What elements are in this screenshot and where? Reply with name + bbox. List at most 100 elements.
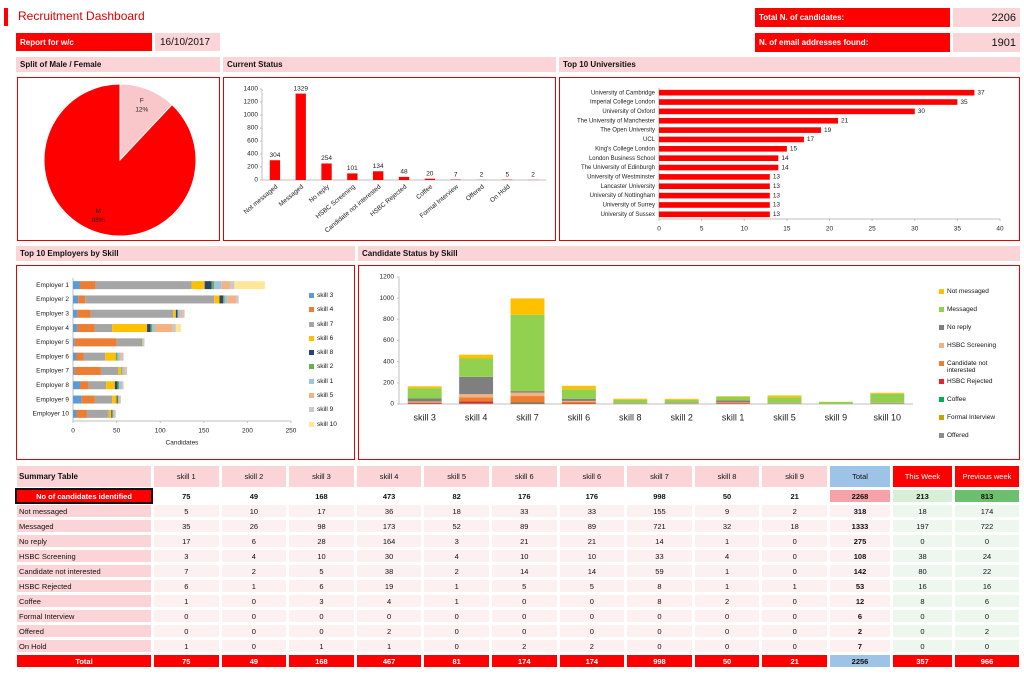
table-cell: 0 (559, 625, 625, 637)
table-cell: 3 (154, 550, 219, 562)
table-cell: 0 (893, 535, 952, 547)
bar-segment (116, 338, 142, 347)
bar-segment (510, 391, 545, 393)
x-tick-label: Messaged (278, 183, 306, 208)
bar (321, 163, 332, 180)
table-cell: 2 (424, 565, 489, 577)
bar-segment (175, 324, 182, 333)
bar-segment (115, 352, 118, 361)
legend-item: skill 7 (309, 321, 353, 335)
value-label: 13 (773, 174, 781, 181)
legend-item: skill 9 (309, 406, 353, 420)
table-cell: 176 (559, 490, 625, 502)
table-cell: 1 (289, 640, 354, 652)
value-label: 1329 (293, 85, 308, 92)
y-tick-label: Imperial College London (590, 100, 655, 106)
table-cell: 0 (694, 625, 760, 637)
legend-swatch (309, 407, 314, 413)
bar-segment (407, 402, 442, 404)
bar-segment (112, 409, 114, 418)
table-cell: 174 (559, 655, 625, 667)
y-tick-label: University of Surrey (603, 203, 655, 209)
legend: skill 3 skill 4 skill 7 skill 6 skill 8 skill… (309, 292, 353, 435)
table-cell: 174 (955, 505, 1019, 517)
legend-label: skill 3 (317, 292, 334, 299)
legend-swatch (939, 361, 944, 366)
table-cell: 33 (491, 505, 557, 517)
legend-item: Formal Interview (939, 414, 1013, 432)
table-cell: 0 (289, 610, 354, 622)
table-cell: 0 (154, 625, 219, 637)
y-tick-label: Employer 8 (36, 382, 69, 389)
table-cell: 174 (491, 655, 557, 667)
bar-segment (173, 309, 176, 318)
bar-segment (86, 409, 109, 418)
table-cell: 1 (356, 640, 422, 652)
bar-segment (221, 281, 230, 290)
bar (659, 192, 770, 199)
table-cell: 0 (893, 610, 952, 622)
bar-segment (118, 366, 121, 375)
table-cell: 1 (154, 640, 219, 652)
bar-segment (407, 386, 442, 389)
x-tick-label: skill 7 (516, 412, 539, 422)
x-tick-label: 40 (996, 226, 1004, 233)
table-cell: 8 (627, 595, 692, 607)
table-cell: 8 (627, 580, 692, 592)
value-label: 101 (347, 165, 358, 172)
x-tick-label: skill 5 (773, 412, 796, 422)
bar-segment (870, 392, 905, 394)
legend-item: skill 2 (309, 363, 353, 377)
table-cell: 21 (762, 655, 827, 667)
bar (659, 174, 770, 180)
bar-segment (73, 352, 77, 361)
bar-segment (78, 295, 86, 304)
table-cell: 2256 (830, 655, 890, 667)
legend-swatch (939, 379, 944, 384)
header-cell: skill 7 (627, 466, 692, 487)
table-cell: 0 (762, 595, 827, 607)
x-tick-label: skill 8 (619, 412, 642, 422)
value-label: 13 (773, 192, 781, 199)
legend-label: HSBC Screening (947, 342, 997, 349)
bar (659, 99, 958, 105)
bar-segment (191, 281, 205, 290)
bar-segment (234, 281, 265, 290)
panel-title: Current Status (223, 57, 556, 72)
row-label: Formal Interview (17, 610, 151, 622)
table-cell: 998 (627, 655, 692, 667)
table-cell: 0 (893, 625, 952, 637)
legend-label: skill 1 (317, 377, 334, 385)
y-tick-label: Employer 3 (36, 310, 69, 317)
y-tick-label: 1200 (244, 99, 259, 106)
bar (659, 211, 770, 218)
table-cell: 467 (356, 655, 422, 667)
table-cell: 1333 (830, 520, 890, 532)
table-cell: 14 (491, 565, 557, 577)
bar-segment (664, 398, 699, 400)
bar-segment (613, 399, 648, 404)
row-label: Coffee (17, 595, 151, 607)
table-cell: 1 (221, 580, 287, 592)
bar-segment (227, 295, 237, 304)
table-cell: 22 (955, 565, 1019, 577)
table-row: Offered 0 0 0 2 0 0 0 0 0 0 2 0 2 (17, 625, 1019, 637)
x-tick-label: skill 10 (874, 412, 902, 422)
bar-segment (116, 395, 118, 404)
table-cell: 357 (893, 655, 952, 667)
table-row: HSBC Rejected 6 1 6 19 1 5 5 8 1 1 53 16 16 (17, 580, 1019, 592)
legend-swatch (939, 397, 944, 402)
report-date: 16/10/2017 (155, 33, 220, 51)
x-tick-label: 25 (869, 226, 877, 233)
header-cell: Previous week (955, 466, 1019, 487)
bar-segment (73, 338, 75, 347)
y-tick-label: Employer 2 (36, 296, 69, 303)
y-tick-label: University of Nottingham (590, 193, 655, 199)
row-label: Not messaged (17, 505, 151, 517)
table-cell: 164 (356, 535, 422, 547)
legend-swatch (939, 433, 944, 438)
value-label: 13 (773, 211, 781, 218)
y-tick-label: UCL (643, 137, 656, 143)
bar (659, 155, 779, 161)
total-label: Total N. of candidates: (755, 8, 950, 27)
